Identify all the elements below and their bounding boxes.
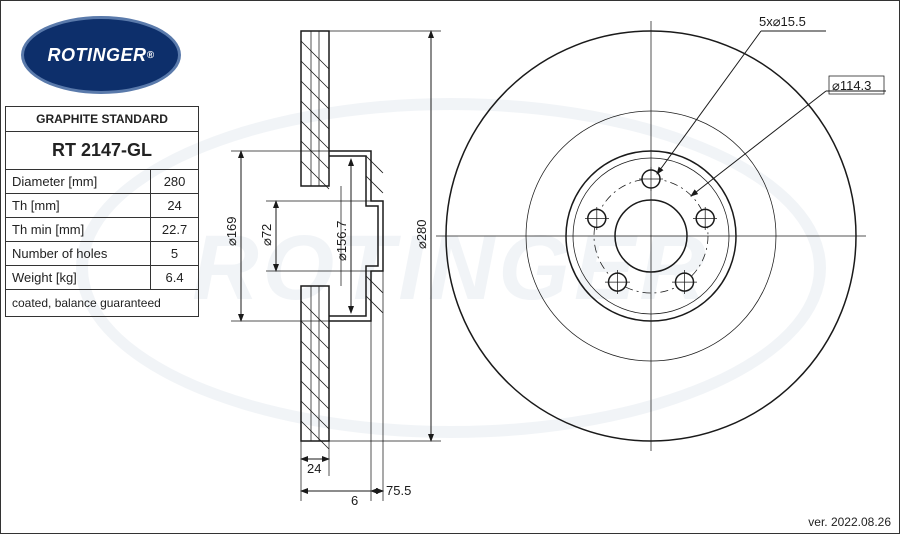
dim-d72: ⌀72 [259, 224, 274, 246]
dim-6: 6 [351, 493, 358, 508]
brand-logo-ellipse: ROTINGER® [21, 16, 181, 94]
brand-name: ROTINGER [48, 45, 147, 66]
registered-mark: ® [147, 50, 155, 61]
spec-note: coated, balance guaranteed [6, 290, 199, 317]
dim-bolt: 5x⌀15.5 [759, 14, 806, 29]
dim-pcd: ⌀114.3 [832, 78, 871, 93]
spec-value: 22.7 [151, 218, 199, 242]
spec-value: 280 [151, 170, 199, 194]
spec-label: Th min [mm] [6, 218, 151, 242]
spec-table: GRAPHITE STANDARD RT 2147-GL Diameter [m… [5, 106, 199, 317]
front-view: 5x⌀15.5 ⌀114.3 [436, 14, 886, 451]
spec-label: Diameter [mm] [6, 170, 151, 194]
spec-value: 5 [151, 242, 199, 266]
dim-755: 75.5 [386, 483, 411, 498]
brand-logo: ROTINGER® [11, 11, 191, 99]
dim-d1567: ⌀156.7 [334, 221, 349, 261]
version-label: ver. 2022.08.26 [808, 515, 891, 529]
dim-d169: ⌀169 [224, 216, 239, 246]
dim-th24: 24 [307, 461, 321, 476]
spec-value: 6.4 [151, 266, 199, 290]
dim-d280: ⌀280 [414, 219, 429, 249]
spec-value: 24 [151, 194, 199, 218]
side-view: ⌀169 ⌀72 ⌀156.7 ⌀280 24 6 75.5 [224, 31, 441, 508]
spec-label: Weight [kg] [6, 266, 151, 290]
product-line: GRAPHITE STANDARD [6, 107, 199, 132]
technical-drawing: ⌀169 ⌀72 ⌀156.7 ⌀280 24 6 75.5 [211, 1, 899, 535]
spec-label: Th [mm] [6, 194, 151, 218]
spec-label: Number of holes [6, 242, 151, 266]
part-number: RT 2147-GL [6, 132, 199, 170]
